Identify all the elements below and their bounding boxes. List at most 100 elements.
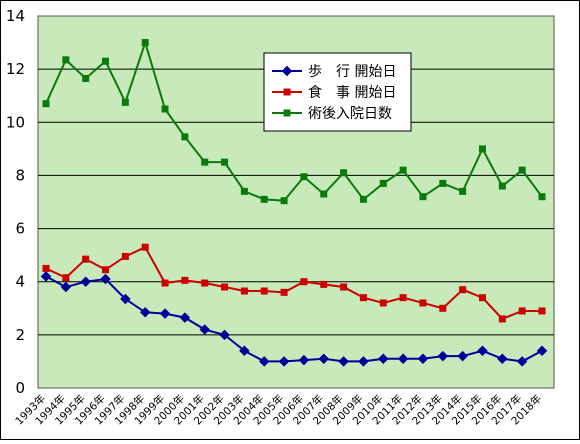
data-point <box>397 353 409 365</box>
data-point <box>320 190 328 198</box>
data-point <box>181 276 189 284</box>
data-point <box>340 169 348 177</box>
data-point <box>102 57 110 65</box>
legend-marker <box>283 109 291 117</box>
data-point <box>159 308 171 319</box>
data-point <box>399 294 407 302</box>
series-0 <box>40 271 548 367</box>
data-point <box>359 195 367 203</box>
data-point <box>538 193 546 201</box>
data-point <box>40 271 52 282</box>
data-point <box>340 283 348 291</box>
data-point <box>477 345 488 357</box>
data-point <box>139 306 151 318</box>
data-point <box>278 356 290 367</box>
data-point <box>358 356 369 367</box>
data-point <box>82 255 90 263</box>
data-point <box>459 187 467 195</box>
legend-label: 食 事 開始日 <box>308 84 396 101</box>
data-point <box>518 307 526 315</box>
data-point <box>518 166 526 174</box>
data-point <box>419 193 427 201</box>
data-point <box>42 100 50 108</box>
data-point <box>280 288 288 296</box>
y-axis-tick-labels: 0 2 4 6 8 10 12 14 <box>6 7 25 397</box>
series-layer <box>40 39 548 367</box>
y-tick-label: 2 <box>15 326 25 344</box>
data-point <box>42 264 50 272</box>
data-point <box>459 286 467 294</box>
legend-label: 術後入院日数 <box>308 106 392 122</box>
data-point <box>318 353 330 365</box>
legend-marker <box>281 65 293 77</box>
data-point <box>221 283 229 291</box>
data-point <box>181 133 189 141</box>
data-point <box>300 173 308 181</box>
data-point <box>419 299 427 307</box>
series-1 <box>42 243 546 323</box>
data-point <box>496 353 508 365</box>
y-tick-label: 0 <box>15 379 25 397</box>
data-point <box>498 315 506 323</box>
data-point <box>201 158 209 166</box>
data-point <box>80 276 92 288</box>
y-tick-label: 8 <box>15 166 25 184</box>
data-point <box>179 312 191 323</box>
data-point <box>320 280 328 288</box>
data-point <box>478 145 486 153</box>
series-2 <box>42 39 546 205</box>
y-tick-label: 10 <box>6 113 25 131</box>
data-point <box>240 287 248 295</box>
data-point <box>338 356 349 367</box>
data-point <box>260 287 268 295</box>
data-point <box>300 278 308 286</box>
data-point <box>399 166 407 174</box>
data-point <box>298 354 310 366</box>
data-point <box>359 294 367 302</box>
data-point <box>457 350 468 362</box>
data-point <box>100 273 111 285</box>
data-point <box>258 356 270 367</box>
data-point <box>102 266 110 274</box>
legend-entry: 歩 行 開始日 <box>272 64 396 80</box>
y-tick-label: 6 <box>15 220 25 238</box>
data-point <box>478 294 486 302</box>
y-tick-label: 14 <box>6 7 25 25</box>
legend-marker <box>283 88 291 96</box>
legend-box <box>263 52 412 132</box>
data-point <box>377 353 389 365</box>
data-point <box>240 187 248 195</box>
data-point <box>161 105 169 113</box>
data-point <box>221 158 229 166</box>
data-point <box>439 179 447 187</box>
data-point <box>379 299 387 307</box>
data-point <box>437 350 449 362</box>
data-point <box>141 243 149 251</box>
data-point <box>60 281 72 293</box>
data-point <box>121 252 129 260</box>
data-point <box>536 345 548 357</box>
data-point <box>82 74 90 82</box>
data-point <box>62 56 70 64</box>
data-point <box>201 279 209 287</box>
data-point <box>379 179 387 187</box>
data-point <box>417 353 429 365</box>
data-point <box>161 279 169 287</box>
data-point <box>141 39 149 47</box>
data-point <box>498 182 506 190</box>
data-point <box>439 304 447 312</box>
data-point <box>199 324 211 335</box>
data-point <box>239 345 250 357</box>
y-tick-label: 12 <box>6 60 25 78</box>
legend-label: 歩 行 開始日 <box>308 64 396 80</box>
data-point <box>260 195 268 203</box>
x-axis-tick-labels: 1993年1994年1995年1996年1997年1998年1999年2000年… <box>13 392 545 428</box>
data-point <box>120 293 131 305</box>
data-point <box>280 197 288 205</box>
data-point <box>538 307 546 315</box>
legend-entry: 術後入院日数 <box>272 106 392 122</box>
